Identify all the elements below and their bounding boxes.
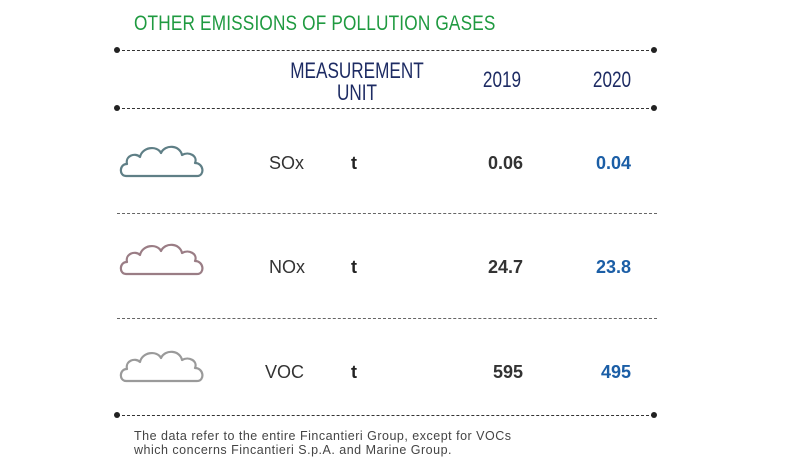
bottom-divider <box>114 412 657 418</box>
value-2019: 24.7 <box>487 257 523 277</box>
page-title: OTHER EMISSIONS OF POLLUTION GASES <box>134 12 496 35</box>
cloud-icon <box>119 145 204 178</box>
divider-dot <box>114 105 120 111</box>
value-2019: 0.06 <box>487 153 523 173</box>
cloud-icon <box>119 243 204 276</box>
footnote: The data refer to the entire Fincantieri… <box>134 429 512 457</box>
cloud-icon <box>119 350 204 383</box>
divider-dot <box>651 105 657 111</box>
gas-name: VOC <box>265 362 305 382</box>
gas-unit: t <box>351 257 357 277</box>
divider-dot <box>114 412 120 418</box>
column-header-2019: 2019 <box>482 67 522 92</box>
value-2020: 23.8 <box>595 257 631 277</box>
value-2019: 595 <box>492 362 523 382</box>
divider-dot <box>114 47 120 53</box>
column-header-unit-line1: MEASUREMENT <box>290 58 424 83</box>
value-2020: 495 <box>600 362 631 382</box>
gas-unit: t <box>351 362 357 382</box>
gas-name: SOx <box>269 153 305 173</box>
divider-dot <box>651 47 657 53</box>
footnote-line: The data refer to the entire Fincantieri… <box>134 429 512 443</box>
header-divider <box>114 105 657 111</box>
column-header-unit-line2: UNIT <box>336 80 378 105</box>
column-header-unit: MEASUREMENT UNIT <box>283 60 431 104</box>
gas-unit: t <box>351 153 357 173</box>
row-separator <box>117 318 657 319</box>
row-separator <box>117 213 657 214</box>
gas-name: NOx <box>269 257 305 277</box>
value-2020: 0.04 <box>595 153 631 173</box>
divider-dot <box>651 412 657 418</box>
top-divider <box>114 47 657 53</box>
column-header-2020: 2020 <box>592 67 632 92</box>
footnote-line: which concerns Fincantieri S.p.A. and Ma… <box>134 443 452 457</box>
